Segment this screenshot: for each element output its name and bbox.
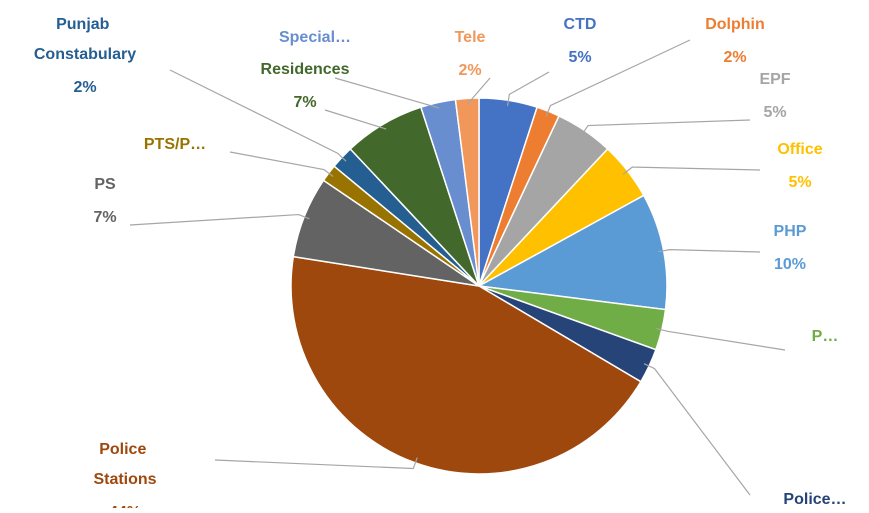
slice-label: Police…: [783, 491, 846, 508]
leader-line: [581, 119, 751, 136]
leader-line: [545, 39, 691, 117]
slice-label: Residences: [261, 61, 350, 78]
slice-value-label: 5%: [788, 174, 811, 191]
slice-value-label: 2%: [723, 49, 746, 66]
slice-label: Police Stations: [93, 441, 156, 488]
slice-label: Office: [777, 141, 822, 158]
leader-line: [129, 213, 310, 226]
pie-slice: [454, 97, 480, 287]
slice-label: PS: [94, 176, 116, 193]
slice-label: EPF: [759, 71, 790, 88]
leader-line: [324, 109, 387, 130]
slice-value-label: 7%: [293, 94, 316, 111]
slice-value-label: 2%: [73, 79, 96, 96]
slice-value-label: 5%: [568, 49, 591, 66]
leader-line: [622, 166, 761, 175]
slice-label: Dolphin: [705, 16, 765, 33]
slice-value-label: 10%: [774, 256, 806, 273]
leader-line: [467, 77, 491, 105]
slice-label: Tele: [455, 29, 486, 46]
leader-line: [169, 69, 347, 162]
leader-line: [334, 77, 440, 109]
slice-label: P…: [812, 328, 839, 345]
leader-line: [214, 457, 418, 470]
leader-line: [506, 71, 550, 106]
slice-label: PHP: [774, 223, 807, 240]
slice-value-label: 5%: [763, 104, 786, 121]
slice-value-label: 7%: [93, 209, 116, 226]
leader-line: [229, 151, 334, 177]
slice-label: Special…: [279, 29, 351, 46]
leader-line: [643, 363, 751, 496]
slice-label: Punjab Constabulary: [34, 16, 136, 63]
slice-label: CTD: [564, 16, 597, 33]
slice-label: PTS/P…: [144, 136, 206, 153]
slice-value-label: 2%: [458, 62, 481, 79]
leader-line: [658, 249, 761, 253]
leader-line: [656, 327, 786, 351]
slice-value-label: 44%: [109, 504, 141, 508]
